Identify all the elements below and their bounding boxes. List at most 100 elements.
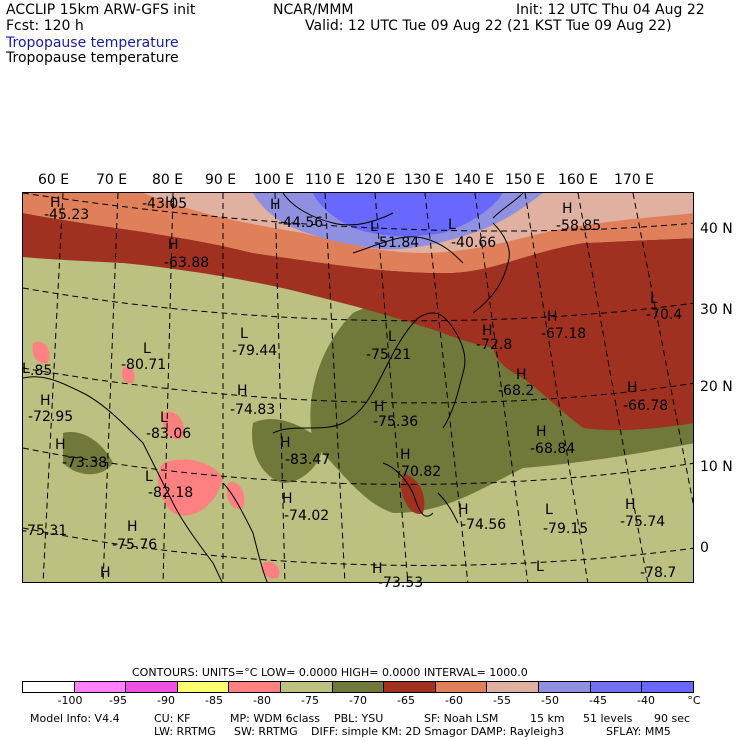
field-fill [63, 432, 113, 475]
extreme-value: -73.38 [62, 455, 108, 471]
extreme-mark: H [100, 565, 111, 581]
org-label: NCAR/MMM [273, 2, 354, 18]
extreme-value: -75.74 [620, 514, 666, 530]
field-fill [226, 482, 245, 509]
field-fill [23, 213, 693, 350]
legend-swatch [332, 682, 385, 692]
grid-resolution: 15 km [530, 712, 565, 725]
lat-label: 20 N [700, 379, 733, 395]
field-fill [252, 419, 323, 483]
contours-info: CONTOURS: UNITS=°C LOW= 0.0000 HIGH= 0.0… [132, 666, 528, 679]
extreme-mark: L [650, 291, 658, 307]
extreme-mark: L [448, 217, 456, 233]
extreme-value: -40.66 [451, 235, 497, 251]
coastlines [23, 193, 524, 582]
extreme-value: -82.18 [148, 485, 194, 501]
map-panel [22, 192, 694, 583]
field-fill [32, 341, 50, 364]
surface-scheme: SF: Noah LSM [424, 712, 499, 725]
lon-label: 80 E [152, 172, 184, 188]
init-time: Init: 12 UTC Thu 04 Aug 22 [516, 2, 705, 18]
legend-swatch [281, 682, 333, 692]
extreme-value: -63.88 [164, 255, 210, 271]
extreme-mark: H [482, 323, 493, 339]
extreme-value: -58.85 [556, 218, 602, 234]
extreme-mark: L [370, 219, 378, 235]
map-canvas [23, 193, 693, 582]
valid-time: Valid: 12 UTC Tue 09 Aug 22 (21 KST Tue … [305, 18, 672, 34]
extreme-mark: H [536, 424, 547, 440]
legend-swatch [642, 682, 693, 692]
color-legend [22, 681, 694, 693]
extreme-value: -74.83 [230, 402, 276, 418]
microphysics-scheme: MP: WDM 6class [230, 712, 320, 725]
extreme-mark: L [545, 502, 553, 518]
extreme-value: -75.31 [22, 523, 68, 539]
legend-swatch [74, 682, 127, 692]
extreme-value: -68.84 [530, 441, 576, 457]
legend-unit: °C [687, 694, 701, 707]
extreme-mark: H [562, 201, 573, 217]
extreme-mark: L [388, 329, 396, 345]
lon-label: 60 E [38, 172, 70, 188]
lon-label: 100 E [254, 172, 295, 188]
legend-tick: -95 [109, 694, 127, 707]
extreme-value: -83.47 [285, 452, 331, 468]
extreme-mark: H [547, 309, 558, 325]
extreme-mark: H [374, 399, 385, 415]
legend-tick: -45 [589, 694, 607, 707]
lon-label: 150 E [505, 172, 546, 188]
extreme-value: -66.78 [623, 398, 669, 414]
legend-tick: -55 [493, 694, 511, 707]
legend-swatch [590, 682, 643, 692]
shortwave-scheme: SW: RRTMG [234, 725, 298, 738]
legend-tick: -80 [253, 694, 271, 707]
legend-swatch [384, 682, 436, 692]
extreme-value: -74.56 [461, 517, 507, 533]
extreme-mark: H [50, 195, 61, 211]
vertical-levels: 51 levels [583, 712, 633, 725]
extreme-value: -51.84 [374, 235, 420, 251]
extreme-value: .85 [30, 363, 53, 379]
extreme-value: -43.05 [142, 196, 188, 212]
extreme-mark: L [160, 410, 168, 426]
surface-layer-scheme: SFLAY: MM5 [606, 725, 671, 738]
legend-tick: -65 [397, 694, 415, 707]
legend-tick: -60 [445, 694, 463, 707]
field-fill [122, 366, 135, 384]
field-fill [493, 283, 693, 431]
extreme-mark: L [145, 469, 153, 485]
extreme-value: -75.21 [366, 347, 412, 363]
field-fill [157, 459, 223, 516]
field-fill [162, 411, 184, 440]
extreme-value: -83.06 [146, 426, 192, 442]
extreme-mark: H [400, 447, 411, 463]
extreme-mark: L [22, 361, 30, 377]
legend-tick: -85 [205, 694, 223, 707]
field-title-primary: Tropopause temperature [6, 35, 179, 51]
extreme-mark: L [143, 341, 151, 357]
extreme-mark: H [516, 367, 527, 383]
legend-tick: -100 [57, 694, 83, 707]
legend-swatch [23, 682, 75, 692]
lon-label: 130 E [404, 172, 445, 188]
extreme-value: -79.44 [232, 343, 278, 359]
legend-tick: -90 [157, 694, 175, 707]
extreme-mark: L [536, 559, 544, 575]
legend-tick: -40 [637, 694, 655, 707]
extreme-mark: H [55, 437, 66, 453]
extreme-value: -72.95 [28, 409, 74, 425]
extreme-value: -73.53 [378, 575, 424, 591]
longwave-scheme: LW: RRTMG [154, 725, 216, 738]
extreme-value: -75.36 [373, 414, 419, 430]
extreme-value: -72.8 [476, 337, 513, 353]
legend-swatch [126, 682, 178, 692]
lon-label: 120 E [355, 172, 396, 188]
legend-swatch [487, 682, 540, 692]
extreme-mark: L [240, 326, 248, 342]
extreme-value: -78.7 [640, 565, 677, 581]
cumulus-scheme: CU: KF [154, 712, 191, 725]
extreme-mark: H [168, 237, 179, 253]
legend-tick: -50 [541, 694, 559, 707]
extreme-mark: H [625, 497, 636, 513]
